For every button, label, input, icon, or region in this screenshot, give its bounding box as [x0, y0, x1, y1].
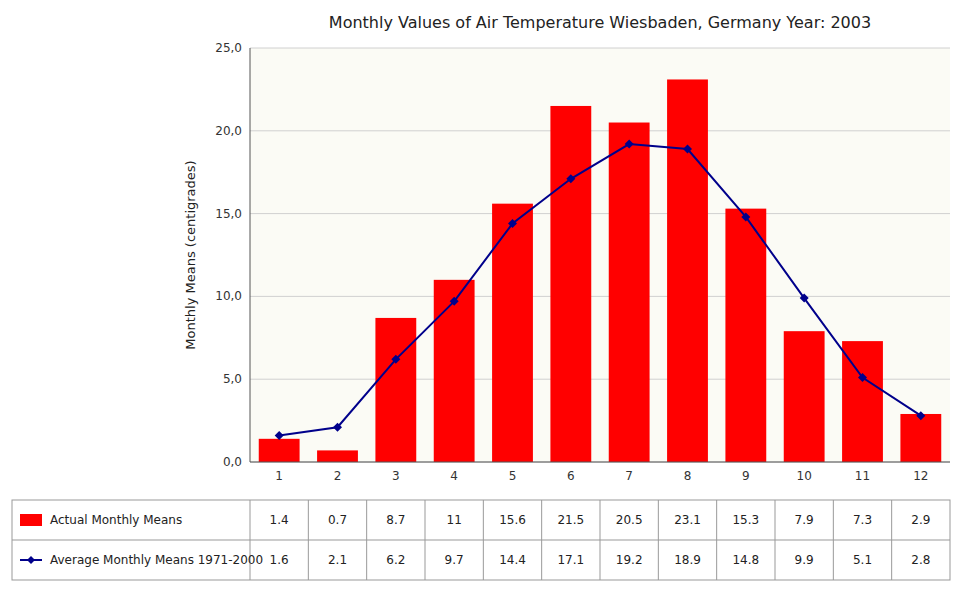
- table-value: 8.7: [386, 513, 405, 527]
- table-value: 20.5: [616, 513, 643, 527]
- table-value: 6.2: [386, 553, 405, 567]
- x-tick-label: 2: [334, 469, 342, 483]
- grid-line: [250, 130, 950, 131]
- x-tick-label: 4: [450, 469, 458, 483]
- table-value: 18.9: [674, 553, 701, 567]
- marker: [916, 411, 925, 420]
- table-value: 19.2: [616, 553, 643, 567]
- marker: [566, 174, 575, 183]
- bar: [434, 280, 475, 462]
- chart: Monthly Values of Air Temperature Wiesba…: [0, 0, 969, 604]
- bar: [375, 318, 416, 462]
- table-border: [12, 500, 950, 580]
- bar: [667, 79, 708, 462]
- marker: [391, 355, 400, 364]
- table-col-divider: [716, 500, 717, 580]
- marker: [625, 140, 634, 149]
- bar: [900, 414, 941, 462]
- bar: [784, 331, 825, 462]
- marker: [333, 423, 342, 432]
- table-value: 1.6: [270, 553, 289, 567]
- table-value: 14.4: [499, 553, 526, 567]
- table-col-divider: [483, 500, 484, 580]
- y-tick-label: 15,0: [215, 207, 242, 221]
- y-tick-label: 25,0: [215, 41, 242, 55]
- y-tick-label: 5,0: [223, 372, 242, 386]
- y-axis-label: Monthly Means (centigrades): [183, 160, 198, 349]
- table-value: 0.7: [328, 513, 347, 527]
- table-value: 2.9: [911, 513, 930, 527]
- x-tick-label: 12: [913, 469, 928, 483]
- line: [279, 144, 921, 435]
- marker: [800, 294, 809, 303]
- table-col-divider: [833, 500, 834, 580]
- table-value: 7.9: [795, 513, 814, 527]
- table-col-divider: [775, 500, 776, 580]
- bar: [609, 123, 650, 462]
- y-axis: 0,0 5,0 10,0 15,0 20,0 25,0: [215, 41, 950, 469]
- title: Monthly Values of Air Temperature Wiesba…: [329, 13, 871, 32]
- table-row-label: Average Monthly Means 1971-2000: [50, 553, 263, 567]
- grid-line: [250, 296, 950, 297]
- table-value: 5.1: [853, 553, 872, 567]
- x-tick-label: 6: [567, 469, 575, 483]
- table-value: 1.4: [270, 513, 289, 527]
- grid-line: [250, 48, 950, 49]
- y-tick-label: 0,0: [223, 455, 242, 469]
- legend-swatch-marker: [27, 556, 35, 564]
- x-tick-label: 9: [742, 469, 750, 483]
- x-tick-label: 5: [509, 469, 517, 483]
- table-value: 2.8: [911, 553, 930, 567]
- y-tick-label: 10,0: [215, 289, 242, 303]
- table-col-divider: [541, 500, 542, 580]
- marker: [508, 219, 517, 228]
- table-col-divider: [891, 500, 892, 580]
- table-row-label: Actual Monthly Means: [50, 513, 182, 527]
- marker: [275, 431, 284, 440]
- table-value: 9.7: [445, 553, 464, 567]
- table-value: 2.1: [328, 553, 347, 567]
- bar: [259, 439, 300, 462]
- x-tick-label: 11: [855, 469, 870, 483]
- table-row-divider: [12, 540, 950, 541]
- table-col-divider: [308, 500, 309, 580]
- table-value: 7.3: [853, 513, 872, 527]
- table-value: 14.8: [732, 553, 759, 567]
- table-value: 23.1: [674, 513, 701, 527]
- y-tick-label: 20,0: [215, 124, 242, 138]
- data-table: Actual Monthly Means 1.4 0.7 8.7 11 15.6 21.5 2…: [12, 500, 950, 580]
- grid-line: [250, 213, 950, 214]
- x-tick-label: 3: [392, 469, 400, 483]
- marker: [741, 212, 750, 221]
- table-value: 21.5: [557, 513, 584, 527]
- table-value: 17.1: [557, 553, 584, 567]
- x-tick-label: 8: [684, 469, 692, 483]
- table-col-divider: [366, 500, 367, 580]
- bar: [725, 209, 766, 462]
- table-col-divider: [250, 500, 251, 580]
- marks: [259, 79, 942, 462]
- x-axis-line: [250, 462, 950, 463]
- grid-line: [250, 462, 950, 463]
- table-value: 9.9: [795, 553, 814, 567]
- marker: [858, 373, 867, 382]
- table-col-divider: [425, 500, 426, 580]
- table-value: 15.3: [732, 513, 759, 527]
- marker: [450, 297, 459, 306]
- y-axis-line: [250, 48, 251, 462]
- bar: [317, 450, 358, 462]
- x-tick-label: 7: [625, 469, 633, 483]
- table-value: 11: [447, 513, 462, 527]
- plot-area: [250, 48, 950, 462]
- marker: [683, 145, 692, 154]
- x-tick-label: 10: [797, 469, 812, 483]
- bar: [550, 106, 591, 462]
- table-value: 15.6: [499, 513, 526, 527]
- x-tick-label: 1: [275, 469, 283, 483]
- table-col-divider: [658, 500, 659, 580]
- table-col-divider: [600, 500, 601, 580]
- legend-swatch: [20, 514, 42, 526]
